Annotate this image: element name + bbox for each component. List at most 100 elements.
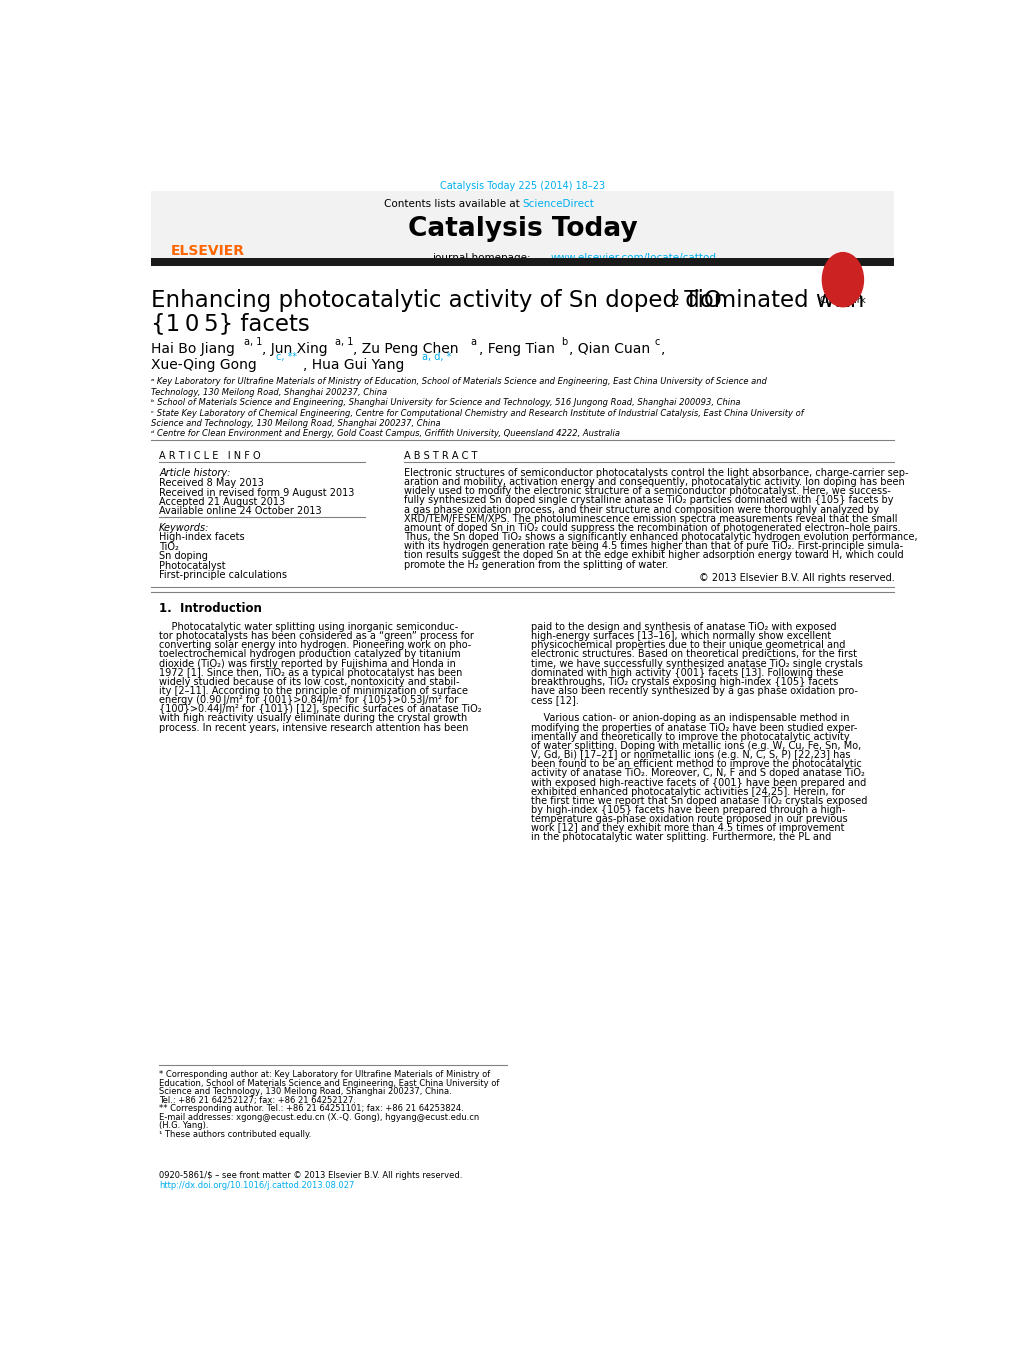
Text: Hai Bo Jiang: Hai Bo Jiang [151, 342, 234, 357]
Text: been found to be an efficient method to improve the photocatalytic: been found to be an efficient method to … [530, 759, 861, 769]
Text: c, **: c, ** [276, 353, 297, 362]
Text: Thus, the Sn doped TiO₂ shows a significantly enhanced photocatalytic hydrogen e: Thus, the Sn doped TiO₂ shows a signific… [404, 532, 917, 542]
Text: ELSEVIER: ELSEVIER [171, 245, 245, 258]
Text: modifying the properties of anatase TiO₂ have been studied exper-: modifying the properties of anatase TiO₂… [530, 723, 856, 732]
Text: TiO₂: TiO₂ [159, 542, 178, 551]
Text: Xue-Qing Gong: Xue-Qing Gong [151, 358, 257, 372]
Text: dioxide (TiO₂) was firstly reported by Fujishima and Honda in: dioxide (TiO₂) was firstly reported by F… [159, 658, 455, 669]
Text: Catalysis Today: Catalysis Today [408, 216, 637, 242]
Text: Enhancing photocatalytic activity of Sn doped TiO: Enhancing photocatalytic activity of Sn … [151, 289, 721, 312]
Text: V, Gd, Bi) [17–21] or nonmetallic ions (e.g. N, C, S, P) [22,23] has: V, Gd, Bi) [17–21] or nonmetallic ions (… [530, 750, 849, 761]
Text: Catalysis Today 225 (2014) 18–23: Catalysis Today 225 (2014) 18–23 [440, 181, 604, 190]
Text: dominated with: dominated with [678, 289, 864, 312]
Text: http://dx.doi.org/10.1016/j.cattod.2013.08.027: http://dx.doi.org/10.1016/j.cattod.2013.… [159, 1181, 355, 1189]
Text: ᵇ School of Materials Science and Engineering, Shanghai University for Science a: ᵇ School of Materials Science and Engine… [151, 399, 740, 407]
Text: Electronic structures of semiconductor photocatalysts control the light absorban: Electronic structures of semiconductor p… [404, 467, 908, 478]
Text: of water splitting. Doping with metallic ions (e.g. W, Cu, Fe, Sn, Mo,: of water splitting. Doping with metallic… [530, 740, 860, 751]
Text: Contents lists available at: Contents lists available at [383, 199, 522, 208]
Text: , Zu Peng Chen: , Zu Peng Chen [353, 342, 458, 357]
Text: Received 8 May 2013: Received 8 May 2013 [159, 478, 264, 488]
Text: 1972 [1]. Since then, TiO₂ as a typical photocatalyst has been: 1972 [1]. Since then, TiO₂ as a typical … [159, 667, 462, 678]
Text: E-mail addresses: xgong@ecust.edu.cn (X.-Q. Gong), hgyang@ecust.edu.cn: E-mail addresses: xgong@ecust.edu.cn (X.… [159, 1113, 479, 1121]
Text: b: b [560, 336, 568, 347]
Text: Keywords:: Keywords: [159, 523, 209, 534]
Text: A R T I C L E   I N F O: A R T I C L E I N F O [159, 451, 261, 461]
Text: * Corresponding author at: Key Laboratory for Ultrafine Materials of Ministry of: * Corresponding author at: Key Laborator… [159, 1070, 490, 1079]
Text: A B S T R A C T: A B S T R A C T [404, 451, 477, 461]
Text: cess [12].: cess [12]. [530, 696, 578, 705]
Text: converting solar energy into hydrogen. Pioneering work on pho-: converting solar energy into hydrogen. P… [159, 640, 471, 650]
Text: Various cation- or anion-doping as an indispensable method in: Various cation- or anion-doping as an in… [530, 713, 849, 724]
Text: with high reactivity usually eliminate during the crystal growth: with high reactivity usually eliminate d… [159, 713, 467, 724]
Text: ᵃ Key Laboratory for Ultrafine Materials of Ministry of Education, School of Mat: ᵃ Key Laboratory for Ultrafine Materials… [151, 377, 766, 386]
Text: © 2013 Elsevier B.V. All rights reserved.: © 2013 Elsevier B.V. All rights reserved… [698, 573, 894, 582]
Text: activity of anatase TiO₂. Moreover, C, N, F and S doped anatase TiO₂: activity of anatase TiO₂. Moreover, C, N… [530, 769, 864, 778]
Text: promote the H₂ generation from the splitting of water.: promote the H₂ generation from the split… [404, 559, 667, 570]
Text: Available online 24 October 2013: Available online 24 October 2013 [159, 507, 321, 516]
Text: breakthroughs, TiO₂ crystals exposing high-index {105} facets: breakthroughs, TiO₂ crystals exposing hi… [530, 677, 837, 686]
Text: tor photocatalysts has been considered as a “green” process for: tor photocatalysts has been considered a… [159, 631, 474, 642]
Text: electronic structures. Based on theoretical predictions, for the first: electronic structures. Based on theoreti… [530, 650, 856, 659]
Text: a gas phase oxidation process, and their structure and composition were thorough: a gas phase oxidation process, and their… [404, 504, 878, 515]
Text: by high-index {105} facets have been prepared through a high-: by high-index {105} facets have been pre… [530, 805, 844, 815]
Text: , Hua Gui Yang: , Hua Gui Yang [303, 358, 404, 372]
Text: ¹ These authors contributed equally.: ¹ These authors contributed equally. [159, 1129, 311, 1139]
Text: a: a [470, 336, 476, 347]
Text: ScienceDirect: ScienceDirect [522, 199, 594, 208]
Text: work [12] and they exhibit more than 4.5 times of improvement: work [12] and they exhibit more than 4.5… [530, 823, 844, 834]
Text: Science and Technology, 130 Meilong Road, Shanghai 200237, China.: Science and Technology, 130 Meilong Road… [159, 1088, 451, 1096]
Circle shape [821, 253, 863, 307]
Text: a, 1: a, 1 [334, 336, 353, 347]
Text: ,: , [660, 342, 664, 357]
Text: a, 1: a, 1 [244, 336, 262, 347]
Text: physicochemical properties due to their unique geometrical and: physicochemical properties due to their … [530, 640, 844, 650]
Text: (H.G. Yang).: (H.G. Yang). [159, 1121, 209, 1131]
Text: have also been recently synthesized by a gas phase oxidation pro-: have also been recently synthesized by a… [530, 686, 857, 696]
Text: 0920-5861/$ – see front matter © 2013 Elsevier B.V. All rights reserved.: 0920-5861/$ – see front matter © 2013 El… [159, 1171, 462, 1181]
Text: ᵈ Centre for Clean Environment and Energy, Gold Coast Campus, Griffith Universit: ᵈ Centre for Clean Environment and Energ… [151, 430, 620, 439]
Text: toelectrochemical hydrogen production catalyzed by titanium: toelectrochemical hydrogen production ca… [159, 650, 461, 659]
Text: Science and Technology, 130 Meilong Road, Shanghai 200237, China: Science and Technology, 130 Meilong Road… [151, 419, 440, 428]
Text: c: c [654, 336, 659, 347]
Text: Accepted 21 August 2013: Accepted 21 August 2013 [159, 497, 285, 507]
Text: XRD/TEM/FESEM/XPS. The photoluminescence emission spectra measurements reveal th: XRD/TEM/FESEM/XPS. The photoluminescence… [404, 513, 897, 524]
Text: Article history:: Article history: [159, 467, 230, 478]
Text: First-principle calculations: First-principle calculations [159, 570, 286, 580]
Text: 1.  Introduction: 1. Introduction [159, 603, 262, 615]
Text: journal homepage:: journal homepage: [431, 253, 533, 262]
Text: widely used to modify the electronic structure of a semiconductor photocatalyst.: widely used to modify the electronic str… [404, 486, 890, 496]
Text: Photocatalyst: Photocatalyst [159, 561, 225, 570]
Text: {1 0 5} facets: {1 0 5} facets [151, 312, 310, 335]
Text: fully synthesized Sn doped single crystalline anatase TiO₂ particles dominated w: fully synthesized Sn doped single crysta… [404, 496, 893, 505]
Text: imentally and theoretically to improve the photocatalytic activity: imentally and theoretically to improve t… [530, 732, 849, 742]
Text: temperature gas-phase oxidation route proposed in our previous: temperature gas-phase oxidation route pr… [530, 815, 847, 824]
Text: , Jun Xing: , Jun Xing [262, 342, 327, 357]
Text: ity [2–11]. According to the principle of minimization of surface: ity [2–11]. According to the principle o… [159, 686, 468, 696]
Text: tion results suggest the doped Sn at the edge exhibit higher adsorption energy t: tion results suggest the doped Sn at the… [404, 550, 903, 561]
Text: process. In recent years, intensive research attention has been: process. In recent years, intensive rese… [159, 723, 468, 732]
Text: Sn doping: Sn doping [159, 551, 208, 561]
Text: high-energy surfaces [13–16], which normally show excellent: high-energy surfaces [13–16], which norm… [530, 631, 830, 642]
Text: 2: 2 [671, 295, 680, 308]
Text: aration and mobility, activation energy and consequently, photocatalytic activit: aration and mobility, activation energy … [404, 477, 904, 488]
Text: ᶜ State Key Laboratory of Chemical Engineering, Centre for Computational Chemist: ᶜ State Key Laboratory of Chemical Engin… [151, 408, 803, 417]
Text: widely studied because of its low cost, nontoxicity and stabil-: widely studied because of its low cost, … [159, 677, 460, 686]
Text: www.elsevier.com/locate/cattod: www.elsevier.com/locate/cattod [550, 253, 715, 262]
Text: with its hydrogen generation rate being 4.5 times higher than that of pure TiO₂.: with its hydrogen generation rate being … [404, 542, 903, 551]
Text: , Qian Cuan: , Qian Cuan [568, 342, 649, 357]
Text: , Feng Tian: , Feng Tian [479, 342, 554, 357]
Text: exhibited enhanced photocatalytic activities [24,25]. Herein, for: exhibited enhanced photocatalytic activi… [530, 786, 844, 797]
Text: ** Corresponding author. Tel.: +86 21 64251101; fax: +86 21 64253824.: ** Corresponding author. Tel.: +86 21 64… [159, 1104, 464, 1113]
Text: paid to the design and synthesis of anatase TiO₂ with exposed: paid to the design and synthesis of anat… [530, 621, 836, 632]
Text: Received in revised form 9 August 2013: Received in revised form 9 August 2013 [159, 488, 355, 497]
FancyBboxPatch shape [151, 258, 894, 266]
Text: the first time we report that Sn doped anatase TiO₂ crystals exposed: the first time we report that Sn doped a… [530, 796, 866, 805]
FancyBboxPatch shape [151, 192, 894, 259]
Text: High-index facets: High-index facets [159, 532, 245, 543]
Text: time, we have successfully synthesized anatase TiO₂ single crystals: time, we have successfully synthesized a… [530, 658, 862, 669]
Text: dominated with high activity {001} facets [13]. Following these: dominated with high activity {001} facet… [530, 667, 843, 678]
Text: CrossMark: CrossMark [818, 296, 865, 305]
Text: Photocatalytic water splitting using inorganic semiconduc-: Photocatalytic water splitting using ino… [159, 621, 458, 632]
Text: with exposed high-reactive facets of {001} have been prepared and: with exposed high-reactive facets of {00… [530, 778, 865, 788]
Text: energy (0.90 J/m² for {001}>0.84J/m² for {105}>0.53J/m² for: energy (0.90 J/m² for {001}>0.84J/m² for… [159, 696, 458, 705]
